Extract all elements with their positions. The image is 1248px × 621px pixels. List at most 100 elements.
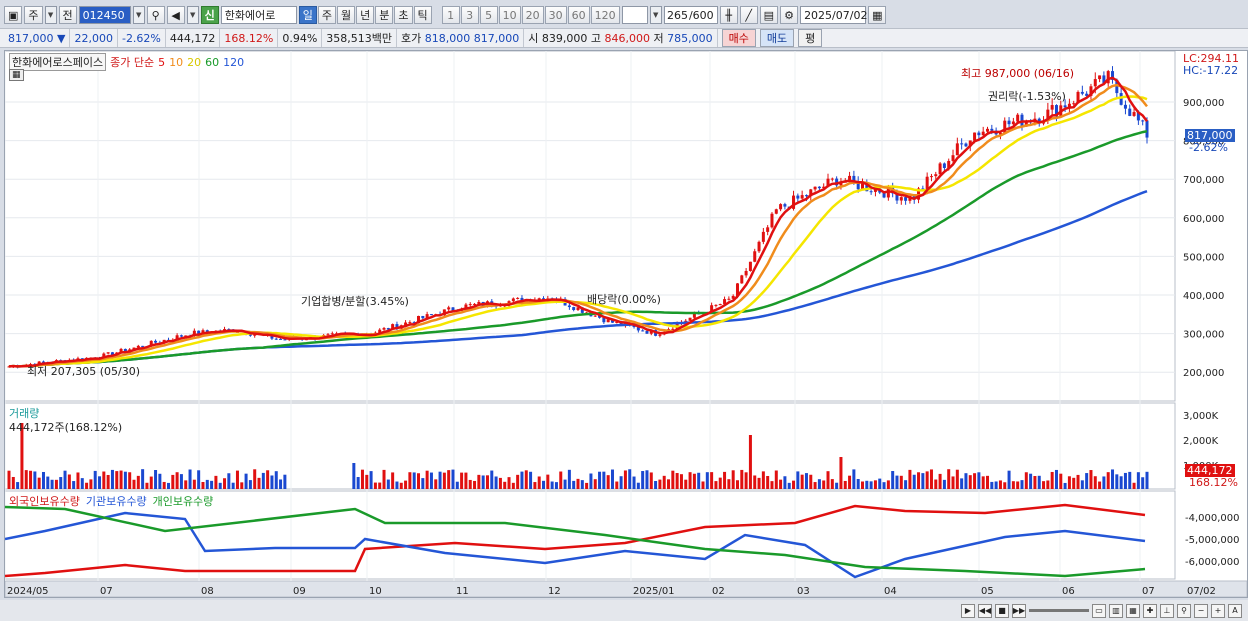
volume-title[interactable]: 거래량 bbox=[9, 407, 40, 420]
minute-button[interactable]: 3 bbox=[460, 6, 479, 24]
volume-bar bbox=[667, 479, 671, 489]
high-note: 최고 987,000 (06/16) bbox=[961, 67, 1075, 80]
candle bbox=[757, 241, 761, 252]
down-arrow-icon: ▼ bbox=[57, 31, 66, 45]
candle bbox=[826, 178, 830, 187]
price-tick-label: 600,000 bbox=[1183, 214, 1224, 225]
volume-bar bbox=[917, 472, 921, 489]
open-high-low: 시 839,000 고 846,000 저 785,000 bbox=[524, 29, 718, 47]
interval-button[interactable]: 주 bbox=[317, 6, 337, 24]
candle bbox=[761, 231, 765, 242]
volume-bar bbox=[1136, 472, 1140, 489]
minute-button[interactable]: 10 bbox=[498, 6, 521, 24]
line-tool-icon[interactable]: ╱ bbox=[739, 6, 758, 24]
interval-button[interactable]: 일 bbox=[298, 6, 317, 24]
volume-bar bbox=[1089, 470, 1093, 489]
date-field[interactable]: 2025/07/02 bbox=[800, 6, 867, 24]
layout-icon[interactable]: ▭ bbox=[1092, 603, 1106, 618]
volume-bar bbox=[1102, 476, 1106, 489]
chevron-down-icon[interactable]: ▼ bbox=[649, 6, 662, 24]
chevron-down-icon[interactable]: ▼ bbox=[186, 6, 199, 24]
volume-bar bbox=[50, 479, 54, 489]
legend-individual[interactable]: 개인보유수량 bbox=[152, 495, 214, 508]
interval-button[interactable]: 틱 bbox=[413, 6, 432, 24]
play-icon[interactable]: ▶ bbox=[961, 603, 975, 618]
zoom-icon[interactable]: ⚲ bbox=[1177, 603, 1191, 618]
interval-button[interactable]: 분 bbox=[375, 6, 394, 24]
buy-button[interactable]: 매수 bbox=[721, 29, 756, 47]
zoom-out-icon[interactable]: − bbox=[1194, 603, 1208, 618]
minute-button[interactable]: 20 bbox=[521, 6, 544, 24]
speaker-icon[interactable]: ◀ bbox=[166, 6, 185, 24]
chart-area[interactable]: 900,000 800,000 700,000 600,000 500,000 400,0… bbox=[4, 50, 1248, 598]
volume-bar bbox=[490, 470, 494, 489]
legend-institution[interactable]: 기관보유수량 bbox=[85, 495, 147, 508]
volume-bar bbox=[7, 470, 11, 489]
stock-name-field[interactable]: 한화에어로 bbox=[220, 6, 297, 24]
minute-button[interactable]: 30 bbox=[544, 6, 567, 24]
candle bbox=[580, 307, 584, 313]
volume-bar bbox=[1037, 475, 1041, 489]
forward-icon[interactable]: ▶▶ bbox=[1012, 603, 1026, 618]
volume-bar bbox=[145, 482, 149, 489]
candle bbox=[882, 192, 886, 198]
mode-button[interactable]: 전 bbox=[58, 6, 77, 24]
period-type-select[interactable]: 주 bbox=[24, 6, 43, 24]
legend-stock-name[interactable]: 한화에어로스페이스 bbox=[9, 53, 107, 71]
blank-field[interactable] bbox=[621, 6, 648, 24]
candle bbox=[1136, 112, 1140, 121]
volume-bar bbox=[770, 481, 774, 489]
candle bbox=[412, 322, 416, 324]
calendar-icon[interactable]: ▦ bbox=[868, 6, 887, 24]
volume-bar bbox=[404, 480, 408, 489]
avg-button[interactable]: 평 bbox=[798, 29, 823, 47]
text-size-icon[interactable]: A bbox=[1228, 603, 1242, 618]
candle bbox=[41, 361, 45, 363]
legend-foreign[interactable]: 외국인보유수량 bbox=[9, 495, 80, 508]
volume-bar bbox=[529, 471, 533, 489]
gear-icon[interactable]: ⚙ bbox=[780, 6, 799, 24]
zoom-in-icon[interactable]: + bbox=[1211, 603, 1225, 618]
interval-button[interactable]: 월 bbox=[337, 6, 356, 24]
crosshair-icon[interactable]: ✚ bbox=[1143, 603, 1157, 618]
search-icon[interactable]: ⚲ bbox=[146, 6, 165, 24]
volume-bar bbox=[904, 480, 908, 489]
candle-icon[interactable]: ╫ bbox=[719, 6, 738, 24]
price-tick-label: 200,000 bbox=[1183, 368, 1224, 379]
minute-button[interactable]: 60 bbox=[567, 6, 590, 24]
ruler-icon[interactable]: ⊥ bbox=[1160, 603, 1174, 618]
volume-bar bbox=[507, 477, 511, 489]
stop-icon[interactable]: ■ bbox=[995, 603, 1009, 618]
zoom-slider[interactable] bbox=[1029, 609, 1089, 612]
interval-button[interactable]: 초 bbox=[394, 6, 413, 24]
window-icon[interactable]: ▣ bbox=[4, 6, 23, 24]
minute-button[interactable]: 5 bbox=[479, 6, 498, 24]
candle bbox=[1072, 103, 1076, 105]
chart-canvas[interactable]: 900,000 800,000 700,000 600,000 500,000 400,0… bbox=[5, 51, 1247, 597]
grid-icon[interactable]: ▦ bbox=[1126, 603, 1140, 618]
legend-ma-label[interactable]: 종가 단순 bbox=[110, 56, 155, 69]
volume-bar bbox=[434, 479, 438, 489]
price-change-pct: -2.62% bbox=[118, 29, 166, 47]
volume-bar bbox=[24, 470, 28, 489]
candle bbox=[615, 321, 619, 323]
candle bbox=[7, 366, 11, 368]
candle bbox=[425, 314, 429, 319]
rewind-icon[interactable]: ◀◀ bbox=[978, 603, 992, 618]
chevron-down-icon[interactable]: ▼ bbox=[44, 6, 57, 24]
interval-button[interactable]: 년 bbox=[356, 6, 375, 24]
candle bbox=[671, 328, 675, 330]
table-icon[interactable]: ▦ bbox=[9, 69, 24, 81]
candle bbox=[619, 321, 623, 326]
minute-button[interactable]: 120 bbox=[590, 6, 620, 24]
chevron-down-icon[interactable]: ▼ bbox=[132, 6, 145, 24]
minute-button[interactable]: 1 bbox=[441, 6, 460, 24]
sell-button[interactable]: 매도 bbox=[759, 29, 795, 47]
count-field[interactable]: 265/600 bbox=[663, 6, 718, 24]
save-icon[interactable]: ▤ bbox=[759, 6, 779, 24]
last-pct: -2.62% bbox=[1189, 141, 1228, 154]
split-icon[interactable]: ▥ bbox=[1109, 603, 1123, 618]
stock-code-input[interactable]: 012450 bbox=[78, 6, 131, 24]
price-tick-label: 300,000 bbox=[1183, 330, 1224, 341]
volume-bar bbox=[261, 472, 265, 489]
